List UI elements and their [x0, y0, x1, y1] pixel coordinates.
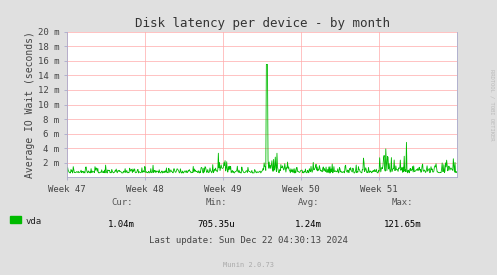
Text: Avg:: Avg:: [297, 198, 319, 207]
Text: Max:: Max:: [392, 198, 414, 207]
Text: Munin 2.0.73: Munin 2.0.73: [223, 262, 274, 268]
Text: Cur:: Cur:: [111, 198, 133, 207]
Text: 1.04m: 1.04m: [108, 220, 135, 229]
Text: 1.24m: 1.24m: [295, 220, 322, 229]
Title: Disk latency per device - by month: Disk latency per device - by month: [135, 17, 390, 31]
Text: 121.65m: 121.65m: [384, 220, 421, 229]
Text: vda: vda: [26, 217, 42, 226]
Text: Min:: Min:: [205, 198, 227, 207]
Text: Last update: Sun Dec 22 04:30:13 2024: Last update: Sun Dec 22 04:30:13 2024: [149, 236, 348, 245]
Y-axis label: Average IO Wait (seconds): Average IO Wait (seconds): [25, 31, 35, 178]
Text: 705.35u: 705.35u: [197, 220, 235, 229]
Text: RRDTOOL / TOBI OETIKER: RRDTOOL / TOBI OETIKER: [490, 69, 495, 140]
